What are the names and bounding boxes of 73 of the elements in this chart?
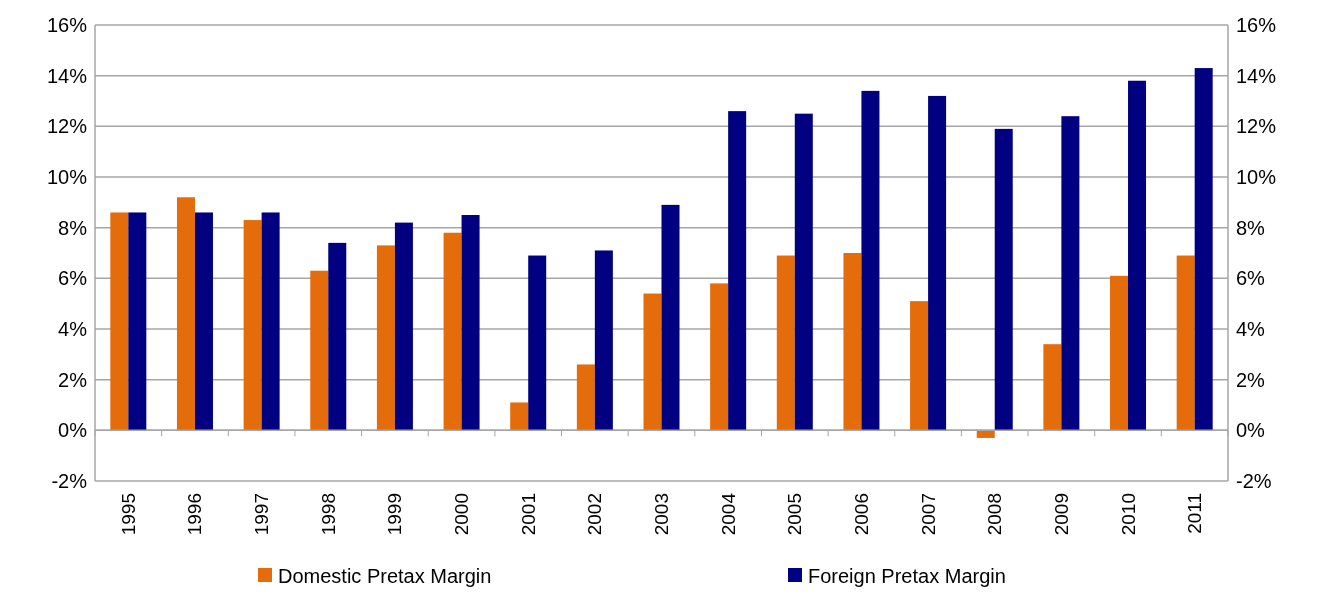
bar xyxy=(728,111,747,431)
bar xyxy=(576,364,595,431)
bar xyxy=(110,212,129,431)
bar xyxy=(376,245,395,431)
y2-tick-label: 10% xyxy=(1236,166,1277,188)
bar xyxy=(643,293,662,431)
y2-tick-label: 16% xyxy=(1236,14,1277,36)
x-tick-label: 1998 xyxy=(317,493,339,536)
x-tick-label: 2011 xyxy=(1184,493,1206,534)
bar xyxy=(1128,80,1147,431)
bar xyxy=(1176,255,1195,431)
x-tick-label: 2003 xyxy=(651,493,672,536)
bar xyxy=(461,215,480,431)
y-tick-label: 6% xyxy=(58,267,88,290)
y2-tick-label: 4% xyxy=(1236,318,1266,340)
bar xyxy=(594,250,613,431)
x-tick-label: 2007 xyxy=(917,493,939,536)
y-tick-label: 4% xyxy=(58,318,88,340)
y2-tick-label: 12% xyxy=(1236,115,1277,138)
x-tick-label: 2002 xyxy=(584,493,606,536)
y-tick-label: -2% xyxy=(51,470,88,492)
bar xyxy=(910,301,929,431)
bar xyxy=(261,212,280,431)
bar xyxy=(710,283,729,431)
x-tick-label: 1996 xyxy=(184,493,206,536)
bar xyxy=(994,128,1013,431)
x-tick-label: 2005 xyxy=(784,493,806,536)
x-tick-label: 2001 xyxy=(517,493,539,536)
bar xyxy=(394,222,413,431)
bar xyxy=(176,197,195,431)
bar xyxy=(1061,116,1080,431)
x-tick-label: 2000 xyxy=(451,493,473,536)
legend-label: Domestic Pretax Margin xyxy=(278,565,492,587)
bar xyxy=(1043,344,1062,431)
x-tick-label: 1999 xyxy=(384,493,406,536)
y-tick-label: 12% xyxy=(46,115,88,138)
bar xyxy=(861,90,880,431)
y2-tick-label: 14% xyxy=(1236,64,1277,87)
y-tick-label: 16% xyxy=(46,14,88,36)
bar xyxy=(194,212,213,431)
y2-tick-label: 8% xyxy=(1236,216,1266,239)
bar xyxy=(1194,68,1213,431)
y-tick-label: 0% xyxy=(58,419,88,442)
bar xyxy=(328,242,347,431)
y2-tick-label: 0% xyxy=(1236,419,1266,442)
legend-label: Foreign Pretax Margin xyxy=(808,565,1006,587)
bar xyxy=(661,204,680,431)
x-tick-label: 1997 xyxy=(251,493,273,536)
bar xyxy=(528,255,547,431)
x-tick-label: 2006 xyxy=(850,493,872,536)
bar xyxy=(928,95,947,431)
bar xyxy=(243,220,262,431)
y2-tick-label: -2% xyxy=(1236,470,1272,492)
bar xyxy=(843,253,862,431)
bar xyxy=(794,113,813,431)
bar xyxy=(976,430,995,438)
bar xyxy=(510,402,529,431)
bar xyxy=(128,212,147,431)
x-tick-label: 1995 xyxy=(117,493,139,536)
x-tick-label: 2010 xyxy=(1117,493,1139,536)
bar xyxy=(443,232,462,431)
y2-tick-label: 2% xyxy=(1236,368,1266,391)
bar xyxy=(1110,275,1129,431)
y-tick-label: 14% xyxy=(46,64,88,87)
x-tick-label: 2008 xyxy=(984,493,1006,536)
y-tick-label: 8% xyxy=(58,216,88,239)
bar xyxy=(776,255,795,431)
y2-tick-label: 6% xyxy=(1236,267,1266,290)
x-tick-label: 2004 xyxy=(717,492,739,536)
y-tick-label: 2% xyxy=(58,368,88,391)
bar xyxy=(310,270,329,431)
y-tick-label: 10% xyxy=(46,166,88,188)
x-tick-label: 2009 xyxy=(1050,493,1072,536)
